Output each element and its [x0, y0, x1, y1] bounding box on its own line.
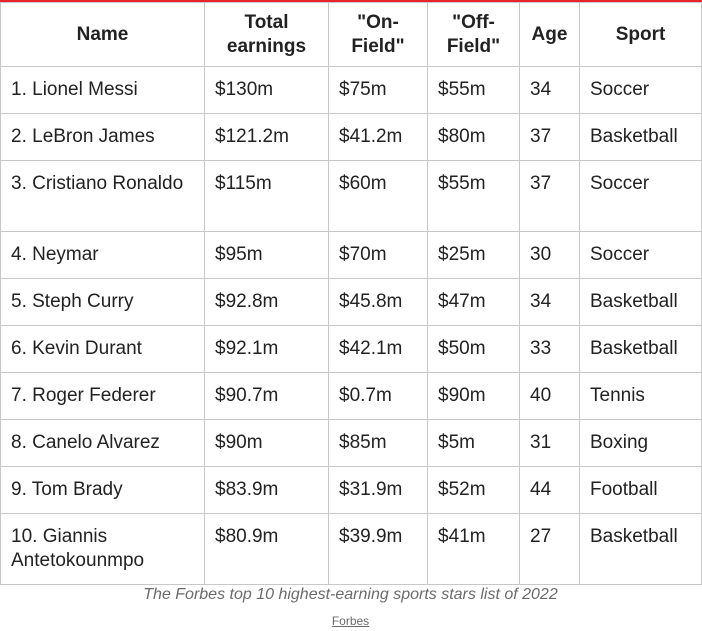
- cell-total: $115m: [204, 160, 329, 232]
- cell-sport: Tennis: [579, 372, 702, 420]
- table-row: 1. Lionel Messi $130m $75m $55m 34 Socce…: [0, 66, 702, 114]
- cell-off-field: $41m: [427, 513, 520, 585]
- cell-sport: Boxing: [579, 419, 702, 467]
- cell-off-field: $55m: [427, 66, 520, 114]
- cell-name: 4. Neymar: [0, 231, 205, 279]
- table-row: 3. Cristiano Ronaldo $115m $60m $55m 37 …: [0, 160, 702, 232]
- cell-sport: Soccer: [579, 231, 702, 279]
- cell-on-field: $85m: [328, 419, 428, 467]
- cell-on-field: $31.9m: [328, 466, 428, 514]
- cell-age: 27: [519, 513, 580, 585]
- cell-name: 10. Giannis Antetokounmpo: [0, 513, 205, 585]
- cell-on-field: $39.9m: [328, 513, 428, 585]
- cell-off-field: $25m: [427, 231, 520, 279]
- top-accent-rule: [0, 0, 702, 2]
- cell-age: 34: [519, 278, 580, 326]
- cell-off-field: $50m: [427, 325, 520, 373]
- cell-total: $92.8m: [204, 278, 329, 326]
- cell-on-field: $45.8m: [328, 278, 428, 326]
- earnings-table: Name Total earnings "On-Field" "Off-Fiel…: [0, 2, 702, 585]
- cell-sport: Soccer: [579, 66, 702, 114]
- cell-sport: Football: [579, 466, 702, 514]
- table-row: 6. Kevin Durant $92.1m $42.1m $50m 33 Ba…: [0, 325, 702, 373]
- cell-age: 37: [519, 113, 580, 161]
- table-header-row: Name Total earnings "On-Field" "Off-Fiel…: [0, 2, 702, 67]
- table-row: 7. Roger Federer $90.7m $0.7m $90m 40 Te…: [0, 372, 702, 420]
- cell-name: 2. LeBron James: [0, 113, 205, 161]
- cell-on-field: $42.1m: [328, 325, 428, 373]
- header-sport: Sport: [579, 2, 702, 67]
- cell-sport: Basketball: [579, 278, 702, 326]
- cell-name: 8. Canelo Alvarez: [0, 419, 205, 467]
- cell-off-field: $80m: [427, 113, 520, 161]
- cell-on-field: $60m: [328, 160, 428, 232]
- cell-sport: Soccer: [579, 160, 702, 232]
- header-age: Age: [519, 2, 580, 67]
- cell-on-field: $70m: [328, 231, 428, 279]
- cell-total: $83.9m: [204, 466, 329, 514]
- cell-off-field: $55m: [427, 160, 520, 232]
- cell-name: 6. Kevin Durant: [0, 325, 205, 373]
- cell-age: 37: [519, 160, 580, 232]
- table-row: 9. Tom Brady $83.9m $31.9m $52m 44 Footb…: [0, 466, 702, 514]
- cell-off-field: $52m: [427, 466, 520, 514]
- cell-age: 31: [519, 419, 580, 467]
- table-row: 8. Canelo Alvarez $90m $85m $5m 31 Boxin…: [0, 419, 702, 467]
- cell-name: 7. Roger Federer: [0, 372, 205, 420]
- cell-total: $90.7m: [204, 372, 329, 420]
- header-name: Name: [0, 2, 205, 67]
- cell-off-field: $5m: [427, 419, 520, 467]
- cell-name: 3. Cristiano Ronaldo: [0, 160, 205, 232]
- cell-age: 34: [519, 66, 580, 114]
- cell-on-field: $41.2m: [328, 113, 428, 161]
- cell-total: $92.1m: [204, 325, 329, 373]
- cell-off-field: $47m: [427, 278, 520, 326]
- cell-total: $95m: [204, 231, 329, 279]
- cell-name: 5. Steph Curry: [0, 278, 205, 326]
- cell-name: 1. Lionel Messi: [0, 66, 205, 114]
- header-on-field: "On-Field": [328, 2, 428, 67]
- table-row: 2. LeBron James $121.2m $41.2m $80m 37 B…: [0, 113, 702, 161]
- cell-name: 9. Tom Brady: [0, 466, 205, 514]
- table-row: 4. Neymar $95m $70m $25m 30 Soccer: [0, 231, 702, 279]
- cell-total: $90m: [204, 419, 329, 467]
- cell-total: $121.2m: [204, 113, 329, 161]
- cell-sport: Basketball: [579, 325, 702, 373]
- cell-sport: Basketball: [579, 513, 702, 585]
- table-row: 10. Giannis Antetokounmpo $80.9m $39.9m …: [0, 513, 702, 585]
- cell-sport: Basketball: [579, 113, 702, 161]
- cell-age: 33: [519, 325, 580, 373]
- table-row: 5. Steph Curry $92.8m $45.8m $47m 34 Bas…: [0, 278, 702, 326]
- cell-on-field: $0.7m: [328, 372, 428, 420]
- cell-age: 30: [519, 231, 580, 279]
- cell-off-field: $90m: [427, 372, 520, 420]
- cell-total: $130m: [204, 66, 329, 114]
- header-total-earnings: Total earnings: [204, 2, 329, 67]
- cell-age: 40: [519, 372, 580, 420]
- cell-on-field: $75m: [328, 66, 428, 114]
- table-caption: The Forbes top 10 highest-earning sports…: [143, 586, 558, 603]
- cell-age: 44: [519, 466, 580, 514]
- source-link[interactable]: Forbes: [331, 614, 370, 628]
- header-off-field: "Off-Field": [427, 2, 520, 67]
- cell-total: $80.9m: [204, 513, 329, 585]
